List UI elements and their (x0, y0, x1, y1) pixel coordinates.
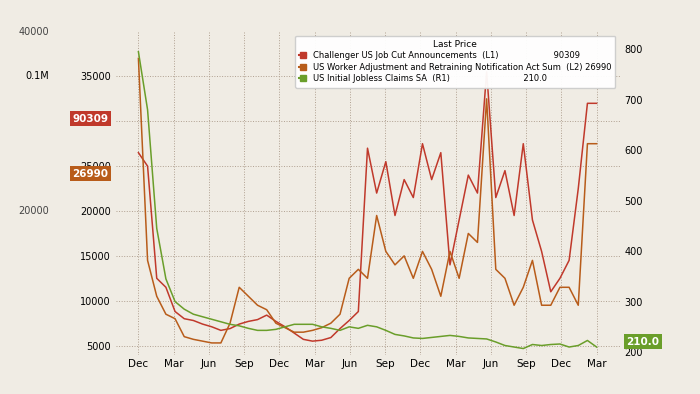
Text: 20000: 20000 (18, 206, 49, 216)
Text: 0.1M: 0.1M (25, 71, 49, 82)
Text: 210.0: 210.0 (626, 337, 659, 347)
Legend: Challenger US Job Cut Announcements  (L1)                     90309, US Worker A: Challenger US Job Cut Announcements (L1)… (295, 36, 615, 87)
Text: 26990: 26990 (73, 169, 108, 178)
Text: 40000: 40000 (18, 26, 49, 37)
Text: 90309: 90309 (73, 114, 108, 124)
